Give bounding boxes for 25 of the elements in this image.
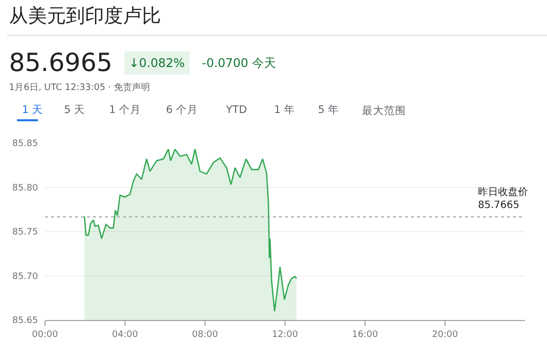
ref-line-label: 昨日收盘价 85.7665 [478,186,528,211]
y-tick-label: 85.85 [12,139,38,150]
text: 1月6日, UTC 12:33:05 · 免责声明 [9,82,150,93]
chart-subtitle: 85.6965 [9,48,112,77]
text: -0.0700 今天 [202,56,276,70]
text: 6 个月 [166,104,198,116]
x-tick-label: 04:00 [112,330,138,340]
text: YTD [225,104,247,116]
text: ↓0.082% [129,56,185,70]
text: 1 个月 [109,104,142,116]
chart-title: 从美元到印度卢比 [9,5,161,27]
x-tick-label: 00:00 [32,330,58,340]
text: 1 年 [274,104,296,116]
x-tick-label: 08:00 [192,330,218,340]
text: 5 年 [318,104,340,116]
x-tick-label: 12:00 [272,330,298,340]
x-tick-label: 20:00 [432,330,458,340]
y-tick-label: 85.70 [12,272,38,282]
y-tick-label: 85.80 [12,183,38,194]
y-tick-label: 85.75 [12,228,38,238]
y-tick-label: 85.65 [12,316,38,326]
text: 最大范围 [362,104,406,117]
text: 5 天 [64,104,86,116]
text: 1 天 [22,104,44,116]
x-tick-label: 16:00 [352,330,378,340]
